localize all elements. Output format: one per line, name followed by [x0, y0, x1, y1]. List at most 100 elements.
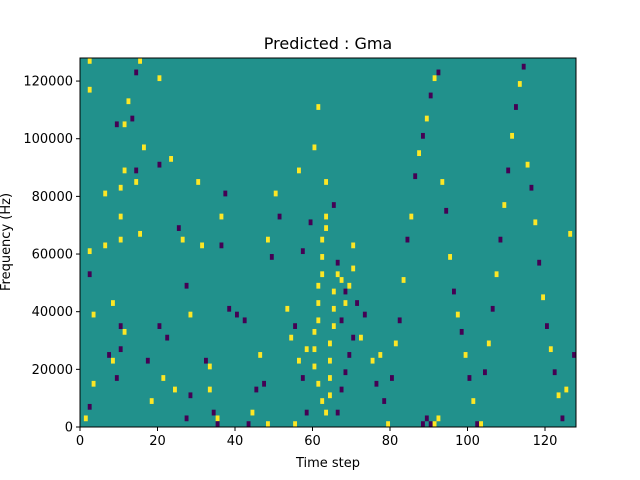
heatmap-cell [215, 415, 220, 422]
heatmap-cell [87, 271, 92, 278]
x-axis: 0 20 40 60 80 100 120 [76, 427, 557, 449]
heatmap-cell [486, 340, 491, 347]
heatmap-cell [134, 167, 139, 174]
heatmap-cell [83, 415, 88, 422]
heatmap-cell [351, 242, 356, 249]
heatmap-cell [421, 421, 425, 427]
heatmap-cell [134, 179, 139, 185]
heatmap-cell [335, 259, 340, 266]
heatmap-cell [188, 311, 193, 318]
y-tick-label: 40000 [32, 305, 73, 320]
x-tick-label: 100 [455, 434, 480, 449]
heatmap-cell [204, 357, 208, 364]
heatmap-cell [223, 190, 228, 197]
heatmap-cell [374, 380, 379, 387]
heatmap-cell [444, 207, 449, 214]
heatmap-cell [184, 415, 189, 422]
heatmap-cell [564, 386, 569, 393]
heatmap-cell [455, 311, 460, 318]
heatmap-cell [324, 225, 329, 231]
heatmap-cell [471, 398, 476, 404]
heatmap-cell [111, 300, 115, 306]
heatmap-cell [351, 334, 356, 341]
heatmap-cell [533, 219, 538, 226]
heatmap-cell [490, 305, 495, 312]
heatmap-cell [142, 144, 146, 151]
heatmap-cell [87, 86, 92, 93]
heatmap-cell [343, 288, 348, 295]
heatmap-cell [335, 409, 340, 416]
heatmap-cell [397, 317, 402, 324]
heatmap-cell [568, 230, 573, 237]
heatmap-cell [343, 300, 348, 306]
heatmap-cell [122, 328, 127, 335]
heatmap-cell [118, 323, 123, 329]
heatmap-cell [200, 242, 205, 249]
y-tick-label: 120000 [23, 75, 73, 90]
heatmap-cell [91, 380, 96, 387]
heatmap-cell [297, 167, 301, 174]
heatmap-cell [91, 311, 96, 318]
y-tick-label: 20000 [32, 363, 73, 378]
heatmap-cell [537, 259, 542, 266]
heatmap-cell [258, 352, 263, 358]
heatmap-cell [285, 305, 290, 312]
heatmap-cell [370, 357, 375, 364]
heatmap-cell [432, 75, 437, 82]
heatmap-cell [339, 277, 344, 283]
heatmap-cell [393, 340, 398, 347]
heatmap-cell [390, 375, 394, 381]
heatmap-cell [297, 357, 301, 364]
heatmap-cell [459, 328, 464, 335]
plot-frame [79, 57, 577, 428]
heatmap-cell [312, 363, 317, 370]
heatmap-cell [494, 271, 499, 278]
heatmap-cell [176, 225, 181, 231]
heatmap-cell [316, 380, 321, 387]
heatmap-cell [262, 380, 267, 387]
heatmap-cell [157, 161, 162, 168]
heatmap-cell [510, 132, 515, 139]
heatmap-cell [359, 334, 363, 341]
heatmap-cell [312, 328, 317, 335]
heatmap-cell [138, 230, 143, 237]
heatmap-cell [126, 98, 131, 105]
heatmap-cell [328, 340, 332, 347]
heatmap-cell [328, 392, 332, 399]
heatmap-cell [122, 121, 127, 128]
heatmap-cell [118, 213, 123, 220]
heatmap-cell [428, 92, 433, 99]
x-tick-label: 80 [382, 434, 399, 449]
heatmap-cell [483, 369, 487, 376]
heatmap-cell [328, 375, 332, 381]
x-tick-label: 60 [304, 434, 321, 449]
heatmap-cell [424, 415, 429, 422]
heatmap-cell [432, 421, 437, 427]
heatmap-cell [300, 375, 305, 381]
heatmap-cell [475, 421, 480, 427]
heatmap-cell [339, 386, 344, 393]
heatmap-cell [316, 300, 321, 306]
heatmap-cell [87, 58, 92, 64]
heatmap-cell [157, 323, 162, 329]
heatmap-cell [293, 421, 298, 427]
chart-title: Predicted : Gma [264, 34, 392, 53]
heatmap-cell [304, 346, 309, 353]
heatmap-cell [335, 271, 340, 278]
heatmap-cells [83, 58, 577, 427]
heatmap-cell [436, 69, 441, 76]
heatmap-cell [541, 294, 546, 301]
heatmap-cell [316, 104, 321, 110]
heatmap-cell [250, 409, 255, 416]
heatmap-cell [219, 242, 224, 249]
heatmap-cell [254, 386, 259, 393]
heatmap-cell [103, 242, 108, 249]
heatmap-cell [114, 121, 119, 128]
heatmap-cell [304, 409, 309, 416]
heatmap-cell [351, 265, 356, 272]
heatmap-cell [331, 288, 336, 295]
heatmap-cell [308, 219, 313, 226]
heatmap-cell [273, 190, 278, 197]
heatmap-cell [362, 311, 367, 318]
heatmap-cell [324, 409, 329, 416]
